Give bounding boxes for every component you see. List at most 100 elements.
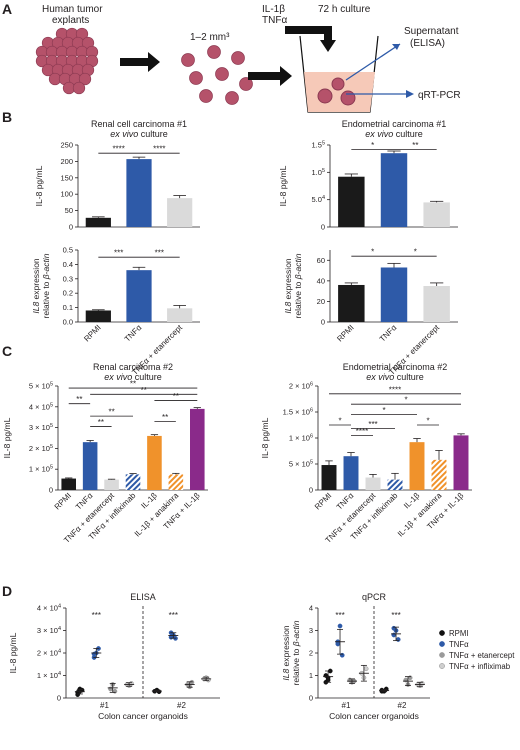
y-tick-label: 0.2 bbox=[63, 289, 73, 298]
legend-label: TNFα bbox=[449, 640, 469, 649]
explant-piece bbox=[239, 77, 253, 91]
size-label: 1–2 mm³ bbox=[190, 32, 230, 43]
y-tick-label: 1 × 105 bbox=[29, 465, 53, 474]
y-tick-label: 1 × 104 bbox=[37, 671, 61, 680]
data-point bbox=[383, 686, 389, 692]
y-tick-label: 20 bbox=[317, 297, 325, 306]
y-tick-label: 2 × 106 bbox=[289, 382, 313, 391]
chart-B-endometrial-elisa: Endometrial carcinoma #1ex vivo culture I… bbox=[278, 119, 458, 232]
arrow-icon bbox=[248, 66, 292, 86]
y-tick-label: 60 bbox=[317, 256, 325, 265]
bar bbox=[85, 310, 111, 322]
significance-label: **** bbox=[356, 427, 368, 436]
bar bbox=[343, 456, 359, 490]
y-tick-label: 2 × 105 bbox=[29, 444, 53, 453]
x-tick-label: RPMI bbox=[82, 323, 103, 344]
significance-label: ** bbox=[162, 413, 168, 422]
bar bbox=[380, 267, 408, 322]
tumor-lobule bbox=[78, 72, 92, 86]
legend-marker bbox=[439, 652, 445, 658]
bar bbox=[147, 435, 162, 490]
y-tick-label: 250 bbox=[60, 141, 73, 150]
y-axis-label: IL-8 pg/mL bbox=[260, 417, 270, 458]
chart-title: Endometrial carcinoma #2 bbox=[343, 362, 448, 372]
significance-label: *** bbox=[114, 249, 123, 258]
significance-label: *** bbox=[92, 611, 101, 620]
chart-subtitle: ex vivo culture bbox=[366, 372, 424, 382]
y-tick-label: 0.4 bbox=[63, 260, 73, 269]
chart-title: ELISA bbox=[130, 592, 156, 602]
group-label: #1 bbox=[100, 701, 109, 710]
x-axis-title: Colon cancer organoids bbox=[329, 711, 419, 721]
legend-marker bbox=[439, 663, 445, 669]
y-tick-label: 5.04 bbox=[312, 195, 326, 204]
y-tick-label: 0.1 bbox=[63, 303, 73, 312]
stim-label-1: IL-1β bbox=[262, 4, 285, 15]
explant-piece bbox=[207, 45, 221, 59]
y-tick-label: 150 bbox=[60, 173, 73, 182]
bar bbox=[167, 198, 193, 227]
culture-label: 72 h culture bbox=[318, 4, 371, 15]
significance-label: **** bbox=[389, 385, 401, 394]
qpcr-label: qRT-PCR bbox=[418, 90, 461, 101]
y-tick-label: 1.05 bbox=[312, 168, 326, 177]
tumor-explant-icon bbox=[35, 27, 99, 95]
y-axis-title: IL-8 pg/mL bbox=[278, 165, 288, 206]
x-tick-label: TNFα bbox=[378, 323, 399, 344]
significance-label: **** bbox=[153, 145, 165, 154]
bar bbox=[126, 270, 152, 322]
significance-label: **** bbox=[112, 145, 124, 154]
arrow-icon bbox=[120, 52, 160, 72]
explant-piece bbox=[199, 89, 213, 103]
significance-label: *** bbox=[155, 249, 164, 258]
group-label: #1 bbox=[342, 701, 351, 710]
x-axis-title: Colon cancer organoids bbox=[98, 711, 188, 721]
significance-label: *** bbox=[391, 611, 400, 620]
significance-label: * bbox=[371, 141, 374, 150]
chart-title: Endometrial carcinoma #1 bbox=[342, 119, 447, 129]
legend-label: TNFα + etanercept bbox=[449, 651, 515, 660]
y-axis-label: IL-8 pg/mL bbox=[278, 165, 288, 206]
y-axis-label: IL-8 pg/mL bbox=[2, 417, 12, 458]
y-axis-title: relative to β-actin bbox=[41, 253, 51, 318]
legend-label: RPMI bbox=[449, 629, 469, 638]
arrow-icon bbox=[345, 43, 401, 81]
significance-label: *** bbox=[169, 611, 178, 620]
chart-title: Renal cell carcinoma #1 bbox=[91, 119, 187, 129]
bar bbox=[423, 202, 450, 227]
y-axis-title: relative to β-actin bbox=[293, 253, 303, 318]
arrow-head bbox=[392, 44, 400, 50]
panel-b-letter: B bbox=[2, 109, 12, 125]
significance-label: ** bbox=[412, 141, 418, 150]
panel-a: A Human tumor explants 1–2 mm³ IL-1β TNF… bbox=[2, 1, 461, 113]
chart-B-renal-qpcr: IL8 expression relative to β-actin 0.0 0.1 0… bbox=[31, 246, 200, 377]
y-tick-label: 0 bbox=[57, 694, 61, 703]
y-tick-label: 0.0 bbox=[63, 318, 73, 327]
data-point bbox=[75, 692, 81, 697]
y-tick-label: 1.55 bbox=[312, 141, 326, 150]
bar bbox=[365, 477, 381, 490]
panel-a-letter: A bbox=[2, 1, 12, 17]
bar bbox=[387, 479, 403, 490]
explant-piece bbox=[181, 53, 195, 67]
bar bbox=[61, 478, 76, 490]
bar bbox=[380, 153, 408, 227]
significance-label: * bbox=[404, 396, 407, 405]
panel-c-letter: C bbox=[2, 343, 12, 359]
legend-marker bbox=[439, 641, 445, 647]
explant-piece bbox=[231, 51, 245, 65]
x-tick-label: RPMI bbox=[335, 323, 356, 344]
x-tick-label: TNFα bbox=[123, 323, 144, 344]
explants-label-1: Human tumor bbox=[42, 4, 103, 15]
x-tick-label: RPMI bbox=[313, 491, 334, 512]
legend-marker bbox=[439, 630, 445, 636]
tumor-lobule bbox=[72, 81, 86, 95]
y-tick-label: 4 × 104 bbox=[37, 604, 61, 613]
y-axis-title: IL8 expression bbox=[31, 258, 41, 314]
y-tick-label: 200 bbox=[60, 157, 73, 166]
bar bbox=[190, 408, 205, 490]
bar bbox=[125, 474, 141, 490]
y-axis-label: IL8 expression relative to β-actin bbox=[283, 253, 303, 318]
y-tick-label: 50 bbox=[65, 206, 73, 215]
y-tick-label: 0 bbox=[309, 694, 313, 703]
